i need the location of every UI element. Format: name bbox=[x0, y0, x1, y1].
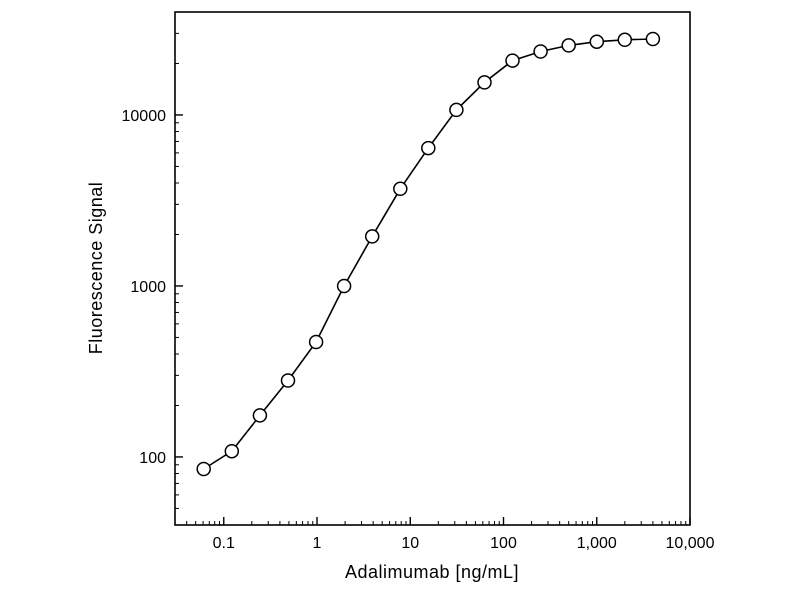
data-point-marker bbox=[252, 408, 268, 423]
x-tick-label: 10,000 bbox=[666, 535, 715, 552]
data-point-marker bbox=[645, 31, 661, 47]
y-tick-label: 100 bbox=[139, 450, 166, 467]
data-point-marker bbox=[505, 53, 520, 68]
x-tick-label: 1 bbox=[313, 535, 322, 552]
data-point-marker bbox=[196, 461, 211, 477]
x-axis-title: Adalimumab [ng/mL] bbox=[345, 562, 519, 582]
data-point-marker bbox=[617, 32, 633, 48]
y-axis-title: Fluorescence Signal bbox=[86, 182, 106, 355]
series-line bbox=[203, 38, 653, 470]
data-point-marker bbox=[561, 38, 576, 53]
data-point-marker bbox=[336, 278, 352, 294]
x-tick-label: 10 bbox=[401, 535, 419, 552]
data-point-marker bbox=[533, 44, 548, 59]
y-tick-label: 10000 bbox=[122, 108, 167, 125]
plot-content: 0.1 1 10 100 1,000 10,000 100 1000 10000 bbox=[122, 11, 715, 552]
data-point-marker bbox=[308, 334, 324, 350]
data-point-marker bbox=[477, 75, 492, 90]
plot-frame bbox=[174, 11, 691, 526]
data-point-marker bbox=[421, 140, 436, 156]
data-point-marker bbox=[393, 181, 408, 197]
x-tick-label: 0.1 bbox=[213, 535, 235, 552]
x-tick-label: 1,000 bbox=[577, 535, 617, 552]
data-point-marker bbox=[280, 373, 296, 388]
x-tick-label: 100 bbox=[490, 535, 517, 552]
data-point-marker bbox=[364, 229, 380, 244]
y-tick-label: 1000 bbox=[130, 279, 166, 296]
data-point-marker bbox=[224, 443, 240, 459]
data-point-marker bbox=[589, 34, 605, 49]
data-point-marker bbox=[449, 102, 464, 118]
